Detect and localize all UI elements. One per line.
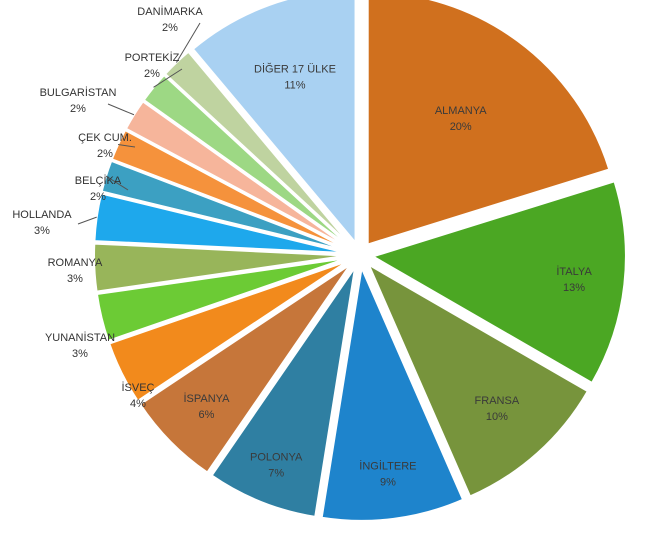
slice-percent-label: 7% xyxy=(268,467,284,479)
slice-percent-label: 2% xyxy=(90,191,106,203)
slice-name-label: HOLLANDA xyxy=(12,209,72,221)
slice-name-label: FRANSA xyxy=(475,395,520,407)
pie-slice xyxy=(110,128,349,251)
slice-name-label: ALMANYA xyxy=(435,105,487,117)
leader-line xyxy=(153,68,183,88)
slice-name-label: YUNANİSTAN xyxy=(45,331,115,344)
slice-name-label: POLONYA xyxy=(250,451,303,463)
slice-name-label: İSVEÇ xyxy=(121,381,154,394)
leader-lines xyxy=(77,22,201,225)
leader-line xyxy=(77,216,97,225)
leader-line xyxy=(117,144,136,148)
pie-slice xyxy=(191,0,357,246)
slice-name-label: DİĞER 17 ÜLKE xyxy=(254,62,336,75)
slice-percent-label: 3% xyxy=(72,348,88,360)
slice-name-label: BELÇİKA xyxy=(75,174,122,187)
slice-name-label: ÇEK CUM. xyxy=(78,132,132,144)
slice-percent-label: 3% xyxy=(67,273,83,285)
slice-name-label: PORTEKİZ xyxy=(125,51,180,64)
slice-percent-label: 2% xyxy=(144,68,160,80)
pie-slice xyxy=(320,264,465,522)
slice-percent-label: 10% xyxy=(486,411,508,423)
pie-slice xyxy=(210,266,357,519)
slice-name-label: İTALYA xyxy=(556,265,592,278)
pie-slice xyxy=(124,99,350,250)
slice-labels: ALMANYA 20% İTALYA 13% FRANSA 10% İNGİLTERE 9% P… xyxy=(12,5,592,489)
pie-slice xyxy=(138,263,352,474)
slice-name-label: BULGARİSTAN xyxy=(40,86,117,99)
slice-name-label: DANİMARKA xyxy=(137,5,203,18)
slice-percent-label: 11% xyxy=(284,79,305,91)
pie-slice xyxy=(93,242,348,293)
leader-line xyxy=(176,22,201,63)
pie-slice xyxy=(95,257,348,343)
slice-percent-label: 6% xyxy=(199,409,215,421)
slice-name-label: ROMANYA xyxy=(48,257,103,269)
pie-slice xyxy=(366,262,590,498)
slice-percent-label: 9% xyxy=(380,477,396,489)
slice-percent-label: 2% xyxy=(162,22,178,34)
slice-percent-label: 20% xyxy=(450,121,472,133)
pie-slice xyxy=(370,180,627,385)
slice-percent-label: 13% xyxy=(563,282,585,294)
slice-percent-label: 3% xyxy=(34,225,50,237)
slice-name-label: İSPANYA xyxy=(183,392,230,405)
slice-percent-label: 2% xyxy=(97,148,113,160)
pie-slice xyxy=(366,0,611,246)
pie-slice xyxy=(142,73,351,248)
leader-line xyxy=(105,175,129,191)
pie-slice xyxy=(107,259,349,403)
slice-name-label: İNGİLTERE xyxy=(359,460,416,473)
slice-percent-label: 2% xyxy=(70,103,86,115)
leader-line xyxy=(107,103,135,116)
slice-percent-label: 4% xyxy=(130,398,146,410)
pie-slices xyxy=(93,0,627,522)
